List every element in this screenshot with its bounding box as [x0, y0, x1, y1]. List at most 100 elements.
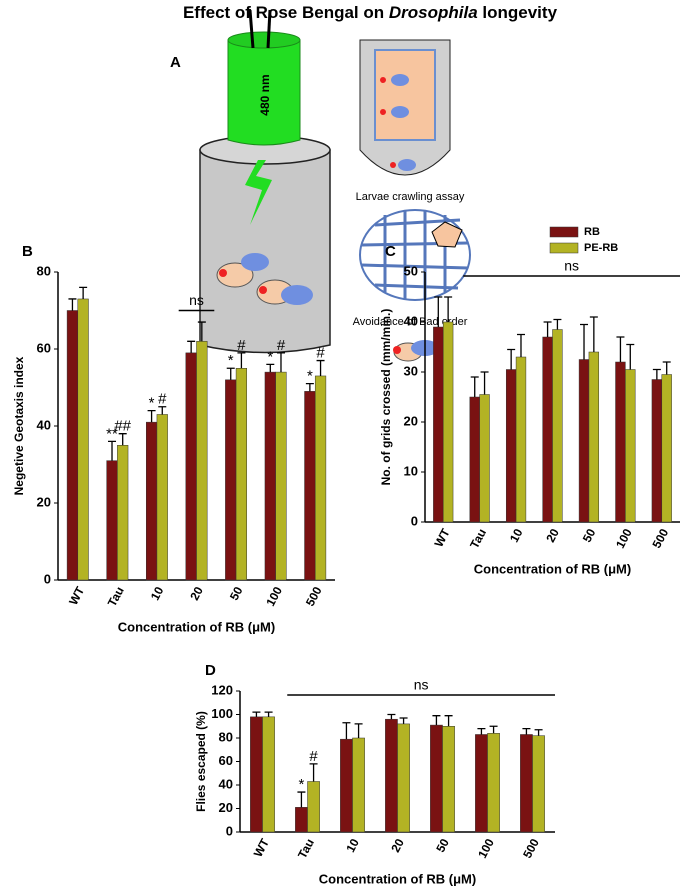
significance: # [277, 337, 286, 354]
bar [433, 326, 444, 523]
x-tick-label: 50 [433, 836, 452, 855]
x-tick-label: 100 [613, 526, 635, 551]
x-tick-label: WT [251, 836, 272, 860]
error-bar [237, 352, 246, 369]
significance: * [307, 368, 313, 385]
significance: * [299, 776, 305, 793]
y-axis-label: Flies escaped (%) [194, 711, 208, 812]
error-bar [477, 727, 486, 735]
error-bar [158, 406, 167, 415]
bar [479, 394, 490, 523]
error-bar [444, 296, 453, 322]
x-tick-label: 10 [507, 526, 526, 545]
y-tick-label: 50 [404, 263, 418, 278]
error-bar [662, 361, 671, 375]
error-bar [553, 318, 562, 330]
error-bar [68, 298, 77, 311]
error-bar [316, 359, 325, 376]
flies [216, 253, 313, 305]
annotation: ns [564, 258, 579, 274]
error-bar [226, 367, 235, 380]
bar [117, 445, 129, 581]
x-tick-label: 20 [187, 584, 206, 603]
error-bar [589, 316, 598, 352]
bar [588, 351, 600, 523]
error-bar [387, 713, 396, 720]
error-bar [197, 321, 206, 342]
error-bar [489, 725, 498, 734]
bar [469, 396, 480, 523]
bar [340, 738, 353, 833]
bar [385, 718, 398, 833]
bar [66, 310, 79, 581]
x-tick-label: 10 [343, 836, 362, 855]
y-tick-label: 20 [37, 494, 51, 509]
legend-label: PE-RB [584, 242, 618, 254]
error-bar [470, 376, 479, 397]
y-tick-label: 120 [211, 682, 233, 697]
error-bar [580, 323, 589, 360]
error-bar [297, 791, 306, 808]
bar [578, 359, 590, 523]
error-bar [79, 286, 88, 299]
y-tick-label: 30 [404, 363, 418, 378]
bar [185, 352, 197, 581]
y-tick-label: 40 [37, 417, 51, 432]
x-tick-label: 500 [303, 584, 325, 609]
bar [225, 379, 237, 581]
y-axis-label: Negetive Geotaxis index [12, 356, 26, 495]
x-tick-label: 10 [148, 584, 167, 603]
bar [430, 724, 443, 833]
y-tick-label: 0 [44, 571, 51, 586]
bar [314, 375, 327, 581]
bar [275, 371, 287, 581]
error-bar [342, 722, 351, 740]
crawl-area [374, 49, 436, 141]
y-tick-label: 40 [219, 776, 233, 791]
error-bar [534, 729, 543, 736]
significance: # [237, 337, 246, 354]
error-bar [354, 723, 363, 738]
y-tick-label: 60 [219, 753, 233, 768]
significance: # [316, 345, 325, 362]
y-tick-label: 80 [219, 729, 233, 744]
bar [651, 379, 663, 523]
light-top [227, 31, 301, 49]
significance: * [228, 352, 234, 369]
bar [442, 726, 455, 833]
y-tick-label: 10 [404, 463, 418, 478]
bar [625, 369, 636, 523]
error-bar [305, 383, 314, 392]
bar [156, 414, 168, 581]
bar [235, 368, 248, 581]
y-tick-label: 0 [411, 513, 418, 528]
bar [532, 735, 545, 833]
y-axis-label: No. of grids crossed (mm/min.) [379, 309, 393, 486]
bar [77, 298, 89, 581]
x-tick-label: 20 [543, 526, 562, 545]
larva [431, 221, 463, 248]
error-bar [266, 363, 275, 373]
bar [615, 361, 626, 523]
title-part: longevity [478, 3, 558, 22]
error-bar [252, 711, 261, 717]
error-bar [522, 727, 531, 735]
x-tick-label: 500 [649, 526, 671, 551]
significance: ** [106, 425, 118, 442]
error-bar [309, 763, 318, 782]
bar [397, 723, 410, 833]
assay-label: Larvae crawling assay [356, 191, 465, 203]
error-bar [108, 440, 117, 461]
bar [250, 716, 263, 833]
title-part: Drosophila [389, 3, 478, 22]
bar [487, 733, 500, 833]
x-tick-label: Tau [295, 836, 317, 861]
significance: # [158, 391, 167, 408]
annotation: ns [414, 677, 429, 693]
x-axis-label: Concentration of RB (μM) [319, 871, 476, 886]
bar [442, 321, 454, 523]
x-tick-label: 20 [388, 836, 407, 855]
x-axis-label: Concentration of RB (μM) [118, 619, 275, 634]
error-bar [434, 296, 443, 327]
